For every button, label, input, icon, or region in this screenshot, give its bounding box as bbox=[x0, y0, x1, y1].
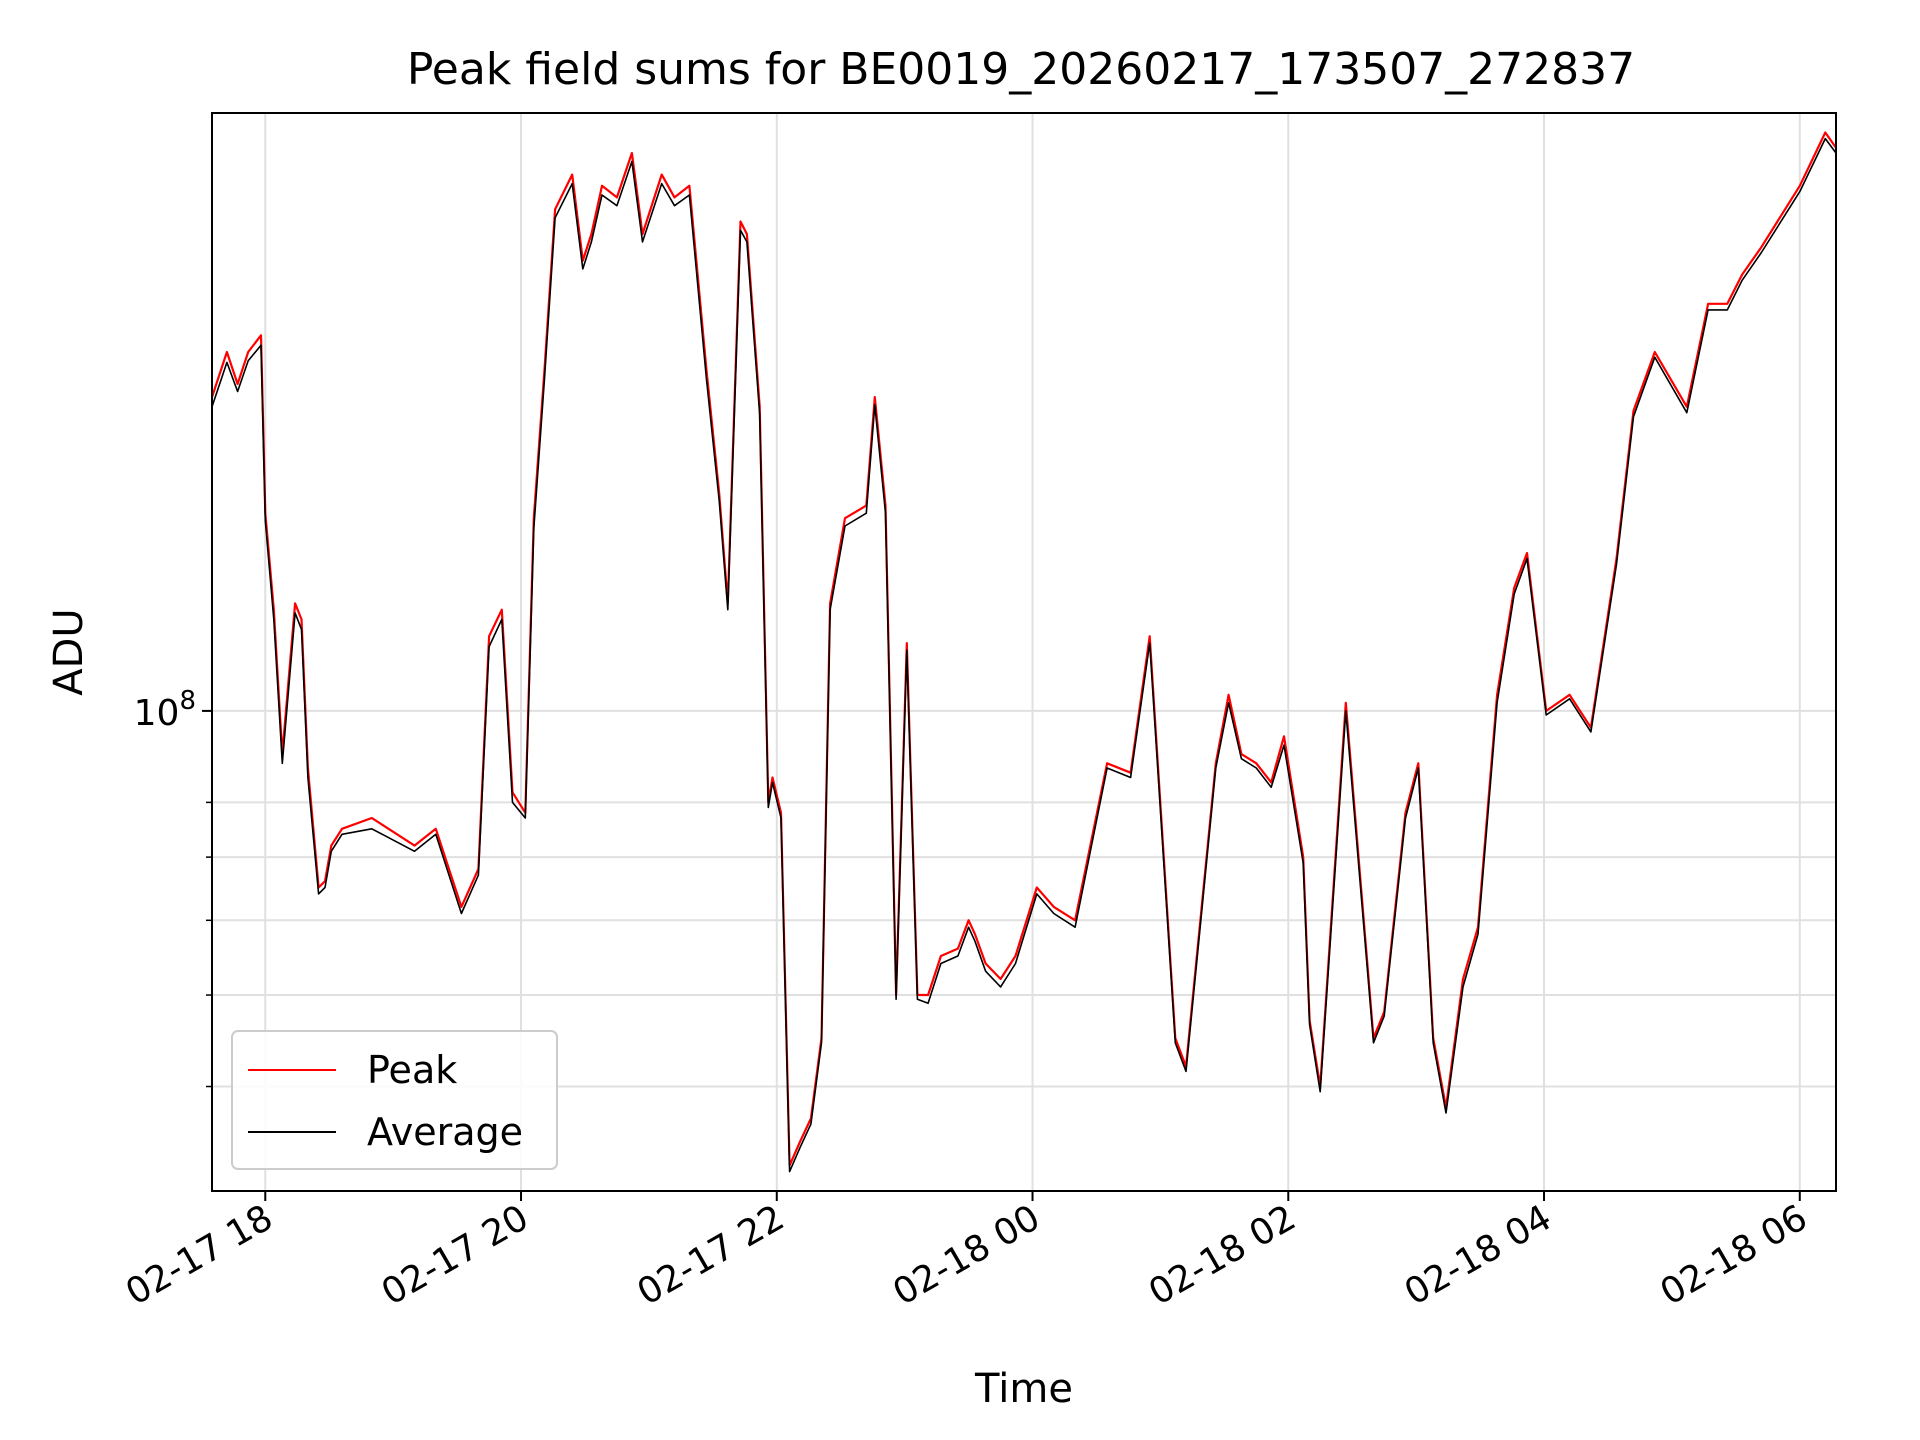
x-axis-label: Time bbox=[974, 1366, 1073, 1412]
y-tick-label-base: 10 bbox=[134, 693, 180, 734]
series-line-average bbox=[212, 137, 1836, 1173]
y-tick-label: 108 bbox=[134, 686, 196, 734]
plot-frame bbox=[211, 112, 1837, 1192]
legend-box bbox=[231, 1030, 558, 1170]
y-axis-label: ADU bbox=[46, 608, 92, 695]
legend-label-peak: Peak bbox=[367, 1048, 457, 1092]
chart-title: Peak field sums for BE0019_20260217_1735… bbox=[407, 44, 1635, 95]
series-lines bbox=[212, 131, 1836, 1173]
legend: Peak Average bbox=[231, 1030, 558, 1170]
y-tick-label-exponent: 8 bbox=[179, 686, 196, 716]
y-axis: 108 bbox=[134, 686, 212, 1088]
legend-label-average: Average bbox=[367, 1110, 523, 1154]
grid bbox=[212, 113, 1836, 1191]
